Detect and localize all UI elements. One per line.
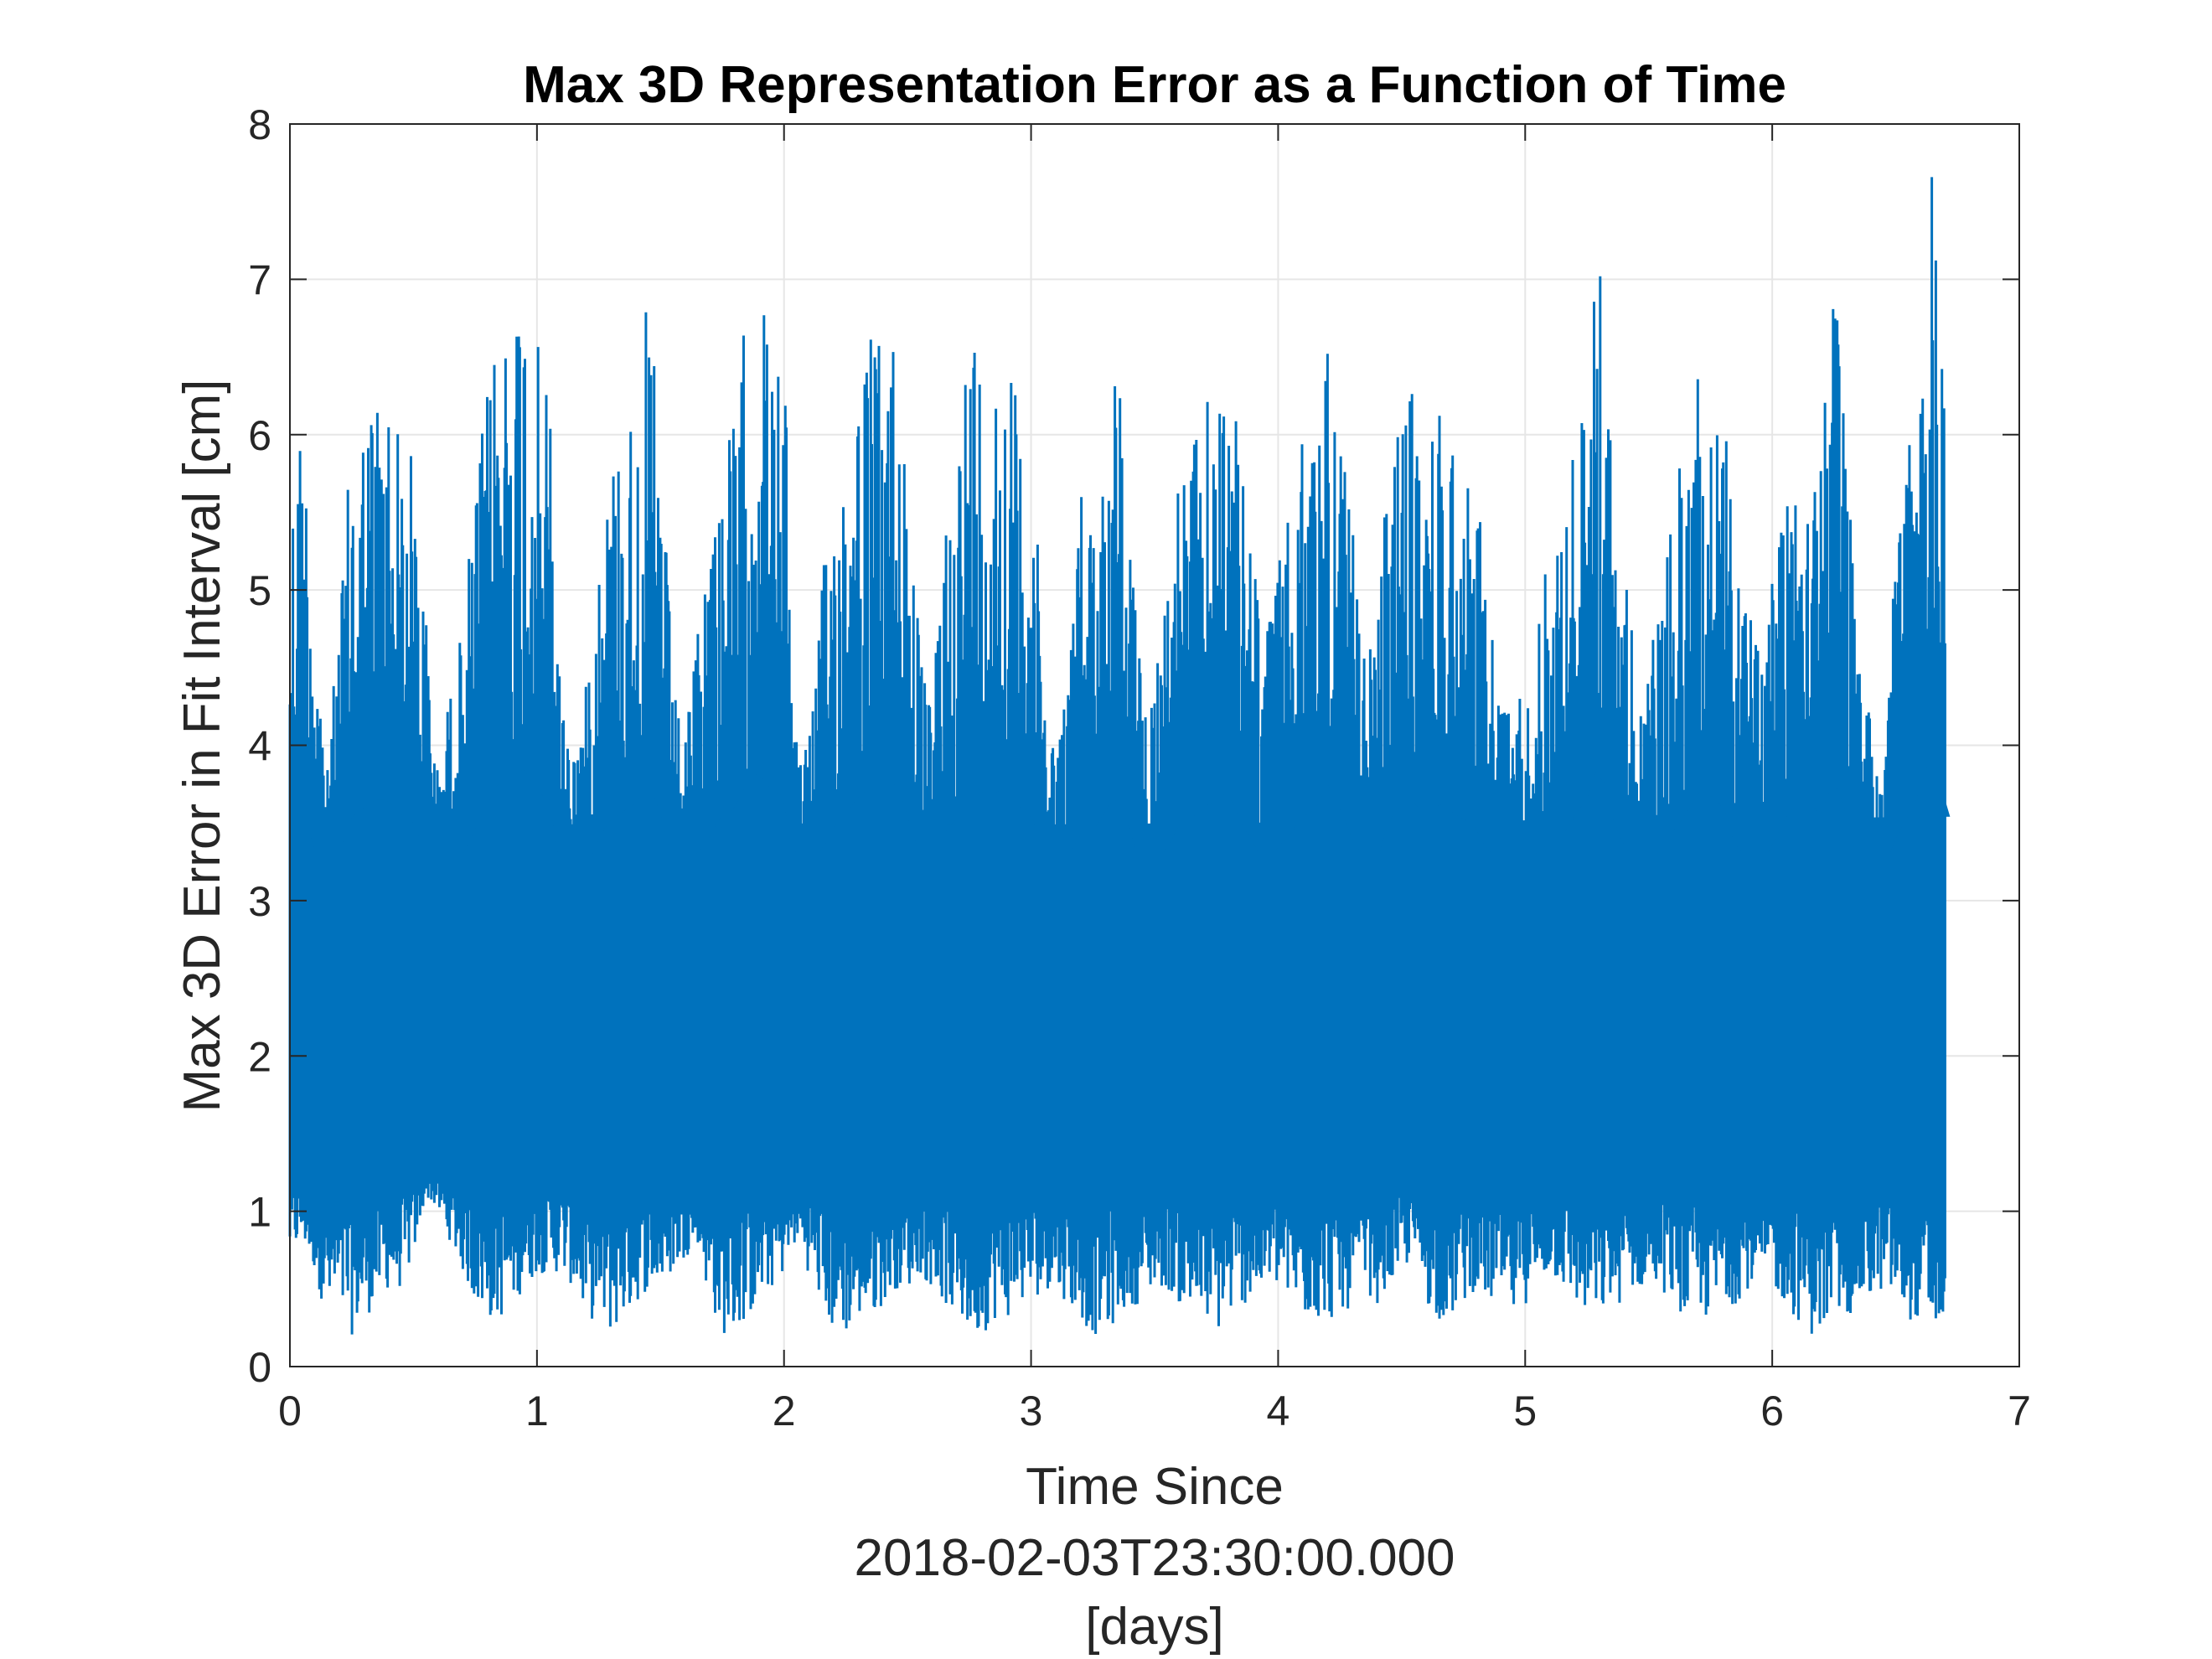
x-tick-label: 3 [1020, 1388, 1043, 1434]
tick-marks [289, 123, 2020, 1367]
y-tick-label: 7 [248, 256, 271, 303]
x-tick-label: 4 [1267, 1388, 1290, 1434]
y-tick-label: 2 [248, 1033, 271, 1080]
x-axis-label-line-2: 2018-02-03T23:30:00.000 [854, 1529, 1455, 1587]
x-tick-label: 2 [773, 1388, 796, 1434]
x-axis-label-line-3: [days] [1085, 1598, 1223, 1656]
x-tick-labels: 0 1 2 3 4 5 6 7 [278, 1388, 2031, 1434]
y-tick-label: 6 [248, 412, 271, 459]
x-tick-label: 6 [1760, 1388, 1784, 1434]
x-tick-label: 5 [1513, 1388, 1537, 1434]
y-tick-label: 8 [248, 101, 271, 148]
x-axis-label-line-1: Time Since [1026, 1458, 1284, 1516]
y-tick-label: 5 [248, 567, 271, 614]
x-tick-label: 1 [525, 1388, 549, 1434]
x-tick-label: 7 [2008, 1388, 2031, 1434]
y-tick-label: 3 [248, 878, 271, 925]
chart-title: Max 3D Representation Error as a Functio… [523, 56, 1786, 114]
series-dense-band [290, 741, 1951, 855]
y-tick-label: 0 [248, 1344, 271, 1391]
y-tick-label: 1 [248, 1189, 271, 1236]
y-tick-labels: 0 1 2 3 4 5 6 7 8 [248, 101, 271, 1391]
x-tick-label: 0 [278, 1388, 302, 1434]
y-tick-label: 4 [248, 723, 271, 770]
y-axis-label: Max 3D Error in Fit Interval [cm] [173, 379, 231, 1112]
